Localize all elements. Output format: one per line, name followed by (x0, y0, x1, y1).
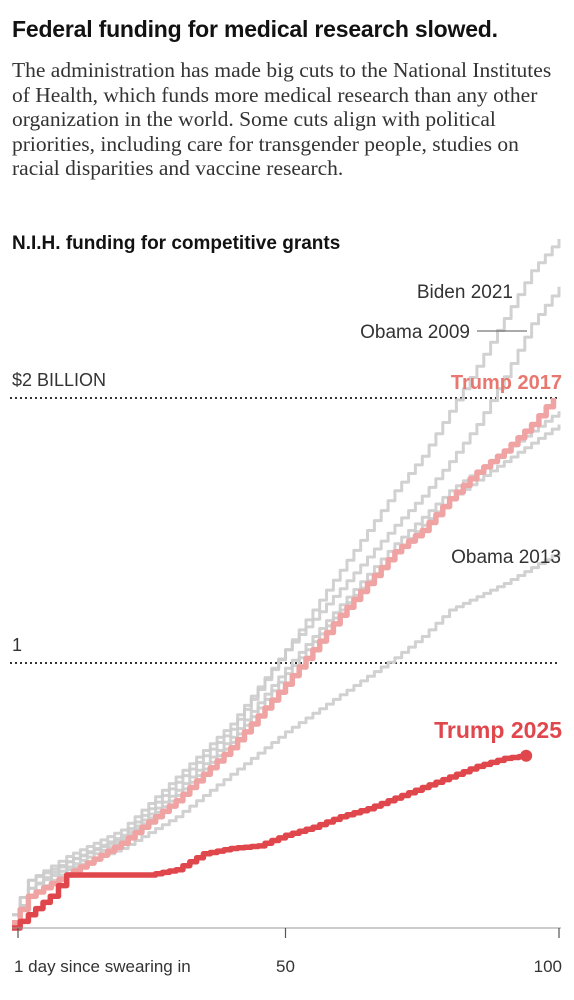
series-label-trump-2017: Trump 2017 (451, 372, 562, 394)
series-line-biden-2021 (12, 239, 561, 917)
series-labels: Biden 2021 Obama 2009 Obama 2013 Trump 2017… (360, 282, 562, 743)
series-label-biden-2021: Biden 2021 (417, 282, 513, 303)
dek: The administration has made big cuts to … (12, 58, 552, 180)
series-label-obama-2009: Obama 2009 (360, 322, 470, 343)
series-line-trump-2025 (12, 753, 529, 931)
x-tick-label: 50 (276, 957, 295, 976)
series-line-obama-2009 (12, 286, 561, 917)
series-label-obama-2013: Obama 2013 (451, 547, 561, 568)
gridlines: 1 $2 BILLION (10, 370, 559, 664)
gridline-label: 1 (12, 635, 22, 655)
chart-title: N.I.H. funding for competitive grants (12, 233, 341, 254)
series-lines (12, 239, 561, 931)
gridline-label: $2 BILLION (12, 370, 106, 390)
headline: Federal funding for medical research slo… (12, 16, 498, 42)
x-axis: 1 day since swearing in 50 100 (12, 927, 562, 976)
x-tick-label: 100 (534, 957, 562, 976)
series-label-trump-2025: Trump 2025 (434, 717, 562, 743)
x-tick-label: 1 day since swearing in (14, 957, 191, 976)
end-point-trump-2025 (520, 749, 533, 762)
series-line-trump-2017 (12, 398, 557, 926)
